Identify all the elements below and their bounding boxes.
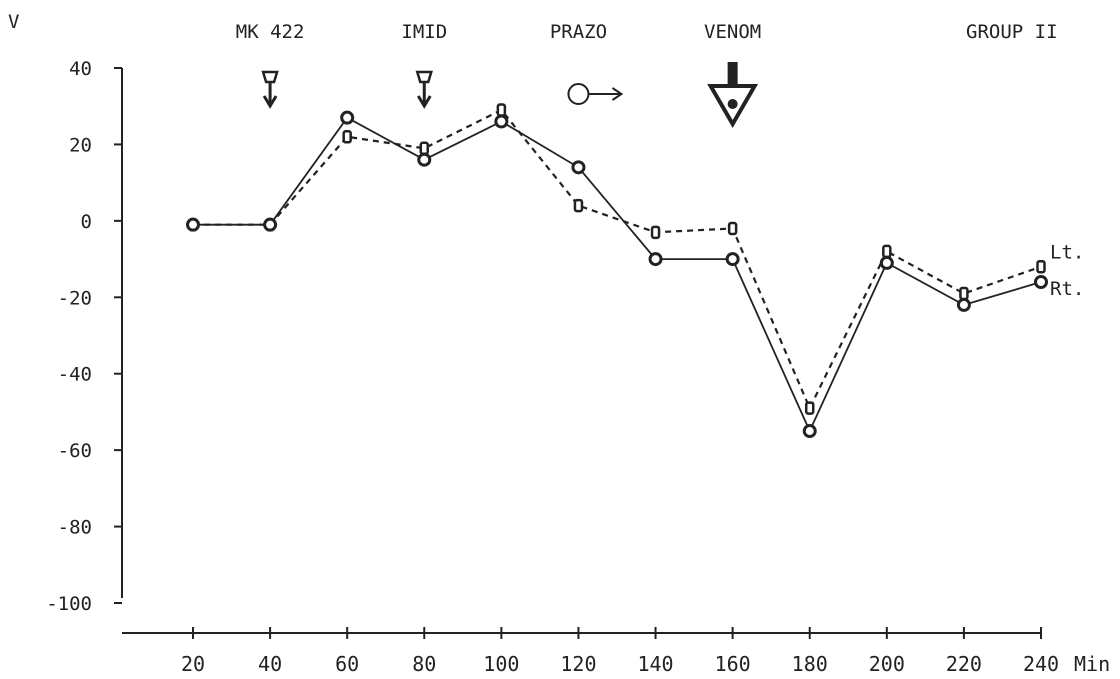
x-tick-label: 60 [335, 652, 359, 676]
x-axis-label: Min [1074, 652, 1110, 676]
y-tick-label: -40 [58, 364, 92, 386]
y-tick-label: 20 [69, 134, 92, 156]
x-tick-label: 140 [637, 652, 673, 676]
series-lines [193, 108, 1042, 434]
data-point-lt [804, 401, 815, 415]
data-point-rt [494, 114, 509, 129]
axes [121, 68, 1041, 634]
data-point-lt [650, 225, 661, 240]
group-label: GROUP II [966, 21, 1058, 43]
y-axis-label: V [8, 11, 19, 33]
series-points [186, 103, 1048, 439]
data-point-lt [1036, 259, 1046, 274]
x-tick-label: 80 [412, 652, 436, 676]
y-tick-label: -60 [58, 440, 92, 462]
y-tick-label: -20 [58, 287, 92, 309]
x-tick-label: 160 [715, 652, 751, 676]
arrow-right-icon [611, 87, 624, 101]
data-point-lt [342, 130, 352, 144]
data-point-rt [802, 424, 817, 439]
data-point-rt [417, 152, 432, 167]
data-point-lt [727, 221, 738, 236]
data-point-lt [496, 103, 507, 117]
data-point-lt [419, 141, 430, 155]
x-tick-label: 220 [946, 652, 982, 676]
series-line-lt [193, 108, 1042, 411]
x-tick-label: 40 [258, 652, 282, 676]
legend-label-rt: Rt. [1050, 278, 1084, 300]
data-point-rt [571, 160, 586, 175]
data-point-rt [340, 110, 355, 125]
x-tick-label: 180 [792, 652, 828, 676]
data-point-lt [573, 198, 584, 213]
y-tick-label: 0 [81, 211, 92, 233]
arrow-head-icon [416, 95, 432, 109]
y-tick-label: -100 [46, 593, 92, 615]
circle-icon [567, 83, 590, 105]
series-line-rt [193, 116, 1042, 434]
big-arrow-shaft [727, 62, 738, 98]
x-tick-label: 240 [1023, 652, 1059, 676]
data-point-rt [725, 252, 740, 267]
y-ticks: 40 20 0 -20 -40 -60 -80 -100 [46, 58, 122, 615]
legend: Lt. Rt. [1050, 242, 1084, 300]
data-point-rt [879, 255, 894, 270]
legend-label-lt: Lt. [1050, 242, 1084, 264]
data-point-lt [959, 286, 969, 301]
data-point-rt [263, 217, 278, 232]
x-tick-label: 20 [181, 652, 205, 676]
data-point-rt [648, 252, 663, 267]
y-tick-label: -80 [58, 517, 92, 539]
data-point-lt [882, 244, 892, 259]
x-ticks: 20 40 60 80 100 120 140 160 180 200 220 240 [181, 627, 1059, 676]
x-tick-label: 200 [869, 652, 905, 676]
annotations: MK 422 IMID PRAZO VENOM [236, 21, 761, 128]
treatment-label: MK 422 [236, 21, 305, 43]
arrow-dot [727, 99, 738, 109]
treatment-label: IMID [401, 21, 447, 43]
x-tick-label: 100 [483, 652, 519, 676]
data-point-rt [186, 217, 200, 232]
data-point-rt [956, 297, 971, 312]
arrow-down-icon [415, 70, 433, 84]
arrow-down-icon [261, 70, 279, 84]
treatment-label: PRAZO [550, 21, 607, 43]
arrow-head-icon [262, 95, 278, 109]
x-tick-label: 120 [560, 652, 596, 676]
data-point-rt [1034, 275, 1048, 289]
y-tick-label: 40 [69, 58, 92, 80]
treatment-label: VENOM [704, 21, 761, 43]
